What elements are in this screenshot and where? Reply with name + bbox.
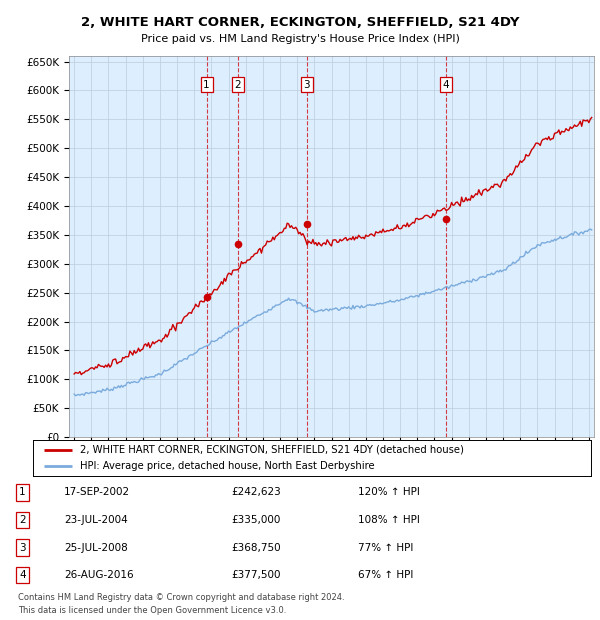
Text: 77% ↑ HPI: 77% ↑ HPI (358, 542, 413, 552)
Text: 120% ↑ HPI: 120% ↑ HPI (358, 487, 419, 497)
Text: 2, WHITE HART CORNER, ECKINGTON, SHEFFIELD, S21 4DY (detached house): 2, WHITE HART CORNER, ECKINGTON, SHEFFIE… (80, 445, 464, 455)
Text: 2, WHITE HART CORNER, ECKINGTON, SHEFFIELD, S21 4DY: 2, WHITE HART CORNER, ECKINGTON, SHEFFIE… (81, 16, 519, 29)
Text: 4: 4 (19, 570, 26, 580)
Text: Contains HM Land Registry data © Crown copyright and database right 2024.: Contains HM Land Registry data © Crown c… (18, 593, 344, 603)
Text: 26-AUG-2016: 26-AUG-2016 (64, 570, 133, 580)
Text: £242,623: £242,623 (231, 487, 281, 497)
Text: Price paid vs. HM Land Registry's House Price Index (HPI): Price paid vs. HM Land Registry's House … (140, 34, 460, 44)
Text: £377,500: £377,500 (231, 570, 280, 580)
Text: 67% ↑ HPI: 67% ↑ HPI (358, 570, 413, 580)
Text: This data is licensed under the Open Government Licence v3.0.: This data is licensed under the Open Gov… (18, 606, 286, 616)
Text: 1: 1 (203, 80, 210, 90)
Text: £368,750: £368,750 (231, 542, 281, 552)
Text: 4: 4 (442, 80, 449, 90)
Text: 1: 1 (19, 487, 26, 497)
Text: 3: 3 (304, 80, 310, 90)
Text: HPI: Average price, detached house, North East Derbyshire: HPI: Average price, detached house, Nort… (80, 461, 375, 471)
Text: 2: 2 (19, 515, 26, 525)
Text: 108% ↑ HPI: 108% ↑ HPI (358, 515, 419, 525)
Text: 3: 3 (19, 542, 26, 552)
Text: 17-SEP-2002: 17-SEP-2002 (64, 487, 130, 497)
Text: £335,000: £335,000 (231, 515, 280, 525)
Text: 2: 2 (235, 80, 241, 90)
Text: 25-JUL-2008: 25-JUL-2008 (64, 542, 128, 552)
Text: 23-JUL-2004: 23-JUL-2004 (64, 515, 128, 525)
